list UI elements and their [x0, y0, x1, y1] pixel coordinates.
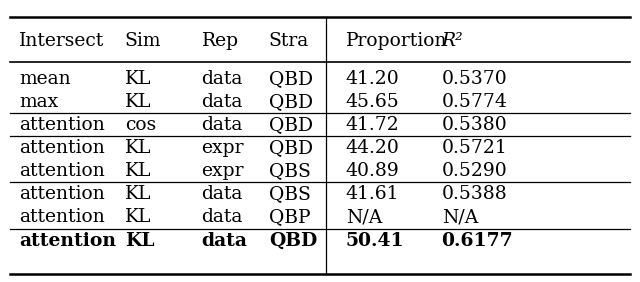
Text: KL: KL	[125, 162, 151, 180]
Text: 0.5290: 0.5290	[442, 162, 508, 180]
Text: 0.6177: 0.6177	[442, 232, 513, 250]
Text: attention: attention	[19, 116, 105, 134]
Text: 40.89: 40.89	[346, 162, 399, 180]
Text: QBD: QBD	[269, 116, 313, 134]
Text: QBD: QBD	[269, 70, 313, 88]
Text: data: data	[202, 208, 243, 226]
Text: N/A: N/A	[346, 208, 382, 226]
Text: 41.20: 41.20	[346, 70, 399, 88]
Text: QBP: QBP	[269, 208, 310, 226]
Text: data: data	[202, 70, 243, 88]
Text: KL: KL	[125, 208, 151, 226]
Text: expr: expr	[202, 162, 244, 180]
Text: R²: R²	[442, 32, 463, 50]
Text: data: data	[202, 116, 243, 134]
Text: mean: mean	[19, 70, 71, 88]
Text: 45.65: 45.65	[346, 93, 399, 111]
Text: 0.5388: 0.5388	[442, 185, 508, 203]
Text: attention: attention	[19, 162, 105, 180]
Text: max: max	[19, 93, 58, 111]
Text: KL: KL	[125, 70, 151, 88]
Text: data: data	[202, 232, 248, 250]
Text: KL: KL	[125, 139, 151, 157]
Text: Rep: Rep	[202, 32, 239, 50]
Text: N/A: N/A	[442, 208, 478, 226]
Text: QBS: QBS	[269, 162, 310, 180]
Text: QBD: QBD	[269, 93, 313, 111]
Text: 0.5774: 0.5774	[442, 93, 508, 111]
Text: KL: KL	[125, 232, 154, 250]
Text: QBD: QBD	[269, 232, 317, 250]
Text: expr: expr	[202, 139, 244, 157]
Text: 0.5380: 0.5380	[442, 116, 508, 134]
Text: 0.5721: 0.5721	[442, 139, 508, 157]
Text: 41.72: 41.72	[346, 116, 399, 134]
Text: Sim: Sim	[125, 32, 161, 50]
Text: attention: attention	[19, 232, 116, 250]
Text: 0.5370: 0.5370	[442, 70, 508, 88]
Text: attention: attention	[19, 185, 105, 203]
Text: KL: KL	[125, 185, 151, 203]
Text: 50.41: 50.41	[346, 232, 404, 250]
Text: Proportion: Proportion	[346, 32, 447, 50]
Text: KL: KL	[125, 93, 151, 111]
Text: cos: cos	[125, 116, 156, 134]
Text: 41.61: 41.61	[346, 185, 399, 203]
Text: 44.20: 44.20	[346, 139, 399, 157]
Text: data: data	[202, 93, 243, 111]
Text: QBD: QBD	[269, 139, 313, 157]
Text: Stra: Stra	[269, 32, 309, 50]
Text: attention: attention	[19, 208, 105, 226]
Text: Intersect: Intersect	[19, 32, 104, 50]
Text: data: data	[202, 185, 243, 203]
Text: QBS: QBS	[269, 185, 310, 203]
Text: attention: attention	[19, 139, 105, 157]
